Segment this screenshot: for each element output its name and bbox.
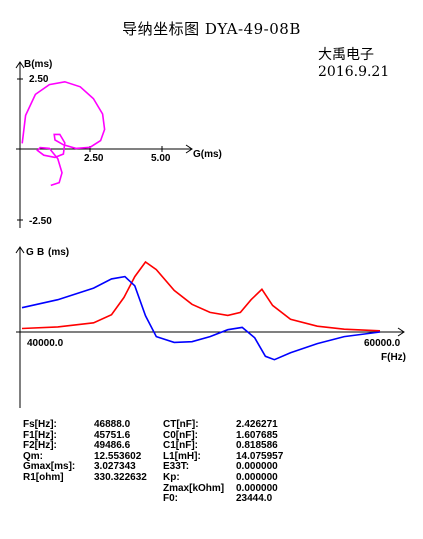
sweep-xlabel: F(Hz) xyxy=(381,352,406,363)
circle-xlabel: G(ms) xyxy=(193,149,222,160)
circle-ylabel: B(ms) xyxy=(24,59,52,70)
param-right-label-4: E33T: xyxy=(163,461,190,473)
param-left-value-3: 12.553602 xyxy=(94,450,142,462)
sweep-x-arrow-icon xyxy=(397,327,405,337)
sweep-x-tick-label-1: 40000.0 xyxy=(27,338,64,349)
admittance-circle-curve xyxy=(21,80,106,187)
param-left-value-5: 330.322632 xyxy=(94,472,147,483)
circle-y-tick-label-1: 2.50 xyxy=(29,74,49,85)
param-left-label-1: F1[Hz]: xyxy=(23,429,57,441)
param-right-value-5: 0.000000 xyxy=(236,472,278,483)
param-left-value-2: 49486.6 xyxy=(94,440,131,452)
param-right-label-7: F0: xyxy=(163,493,178,505)
sweep-chart: G B (ms) 40000.0 60000.0 F(Hz) xyxy=(15,246,406,408)
param-left-value-4: 3.027343 xyxy=(94,461,136,473)
circle-x-tick-label-1: 2.50 xyxy=(84,153,104,164)
circle-chart: B(ms) G(ms) 2.50 -2.50 2.50 5.00 xyxy=(15,59,222,228)
param-right-label-5: Kp: xyxy=(163,472,180,483)
param-right-value-6: 0.000000 xyxy=(236,482,278,494)
sweep-y-arrow-icon xyxy=(15,246,25,254)
circle-x-arrow-icon xyxy=(185,144,193,154)
param-left-label-3: Qm: xyxy=(23,450,43,462)
param-right-value-1: 1.607685 xyxy=(236,429,278,441)
sweep-x-tick-label-2: 60000.0 xyxy=(364,338,401,349)
company-info: 大禹电子 2016.9.21 xyxy=(318,47,389,81)
param-right-label-3: L1[mH]: xyxy=(163,450,201,462)
param-right-label-6: Zmax[kOhm] xyxy=(163,482,225,494)
param-right-value-7: 23444.0 xyxy=(236,493,273,505)
circle-x-tick-label-2: 5.00 xyxy=(151,153,171,164)
param-right-value-2: 0.818586 xyxy=(236,440,278,452)
param-right-value-4: 0.000000 xyxy=(236,461,278,473)
param-right-value-0: 2.426271 xyxy=(236,419,278,430)
param-left-value-1: 45751.6 xyxy=(94,429,131,441)
page-title: 导纳坐标图 DYA-49-08B xyxy=(122,20,301,38)
param-right-label-0: CT[nF]: xyxy=(163,419,199,430)
conductance-curve xyxy=(21,260,381,332)
param-right-value-3: 14.075957 xyxy=(236,450,284,462)
param-left-value-0: 46888.0 xyxy=(94,419,131,430)
legend-G: G xyxy=(26,247,34,258)
date-label: 2016.9.21 xyxy=(318,64,390,80)
param-left-label-4: Gmax[ms]: xyxy=(23,461,76,473)
circle-y-arrow-icon xyxy=(15,61,25,69)
param-right-label-1: C0[nF]: xyxy=(163,429,198,441)
param-left-label-5: R1[ohm] xyxy=(23,472,64,483)
param-left-label-2: F2[Hz]: xyxy=(23,440,57,452)
param-left-label-0: Fs[Hz]: xyxy=(23,419,57,430)
legend-B: B xyxy=(37,247,44,258)
circle-y-tick-label-2: -2.50 xyxy=(29,216,52,227)
susceptance-curve xyxy=(21,275,381,361)
param-right-label-2: C1[nF]: xyxy=(163,440,198,452)
sweep-unit-label: (ms) xyxy=(48,247,69,258)
company-name: 大禹电子 xyxy=(318,47,374,63)
